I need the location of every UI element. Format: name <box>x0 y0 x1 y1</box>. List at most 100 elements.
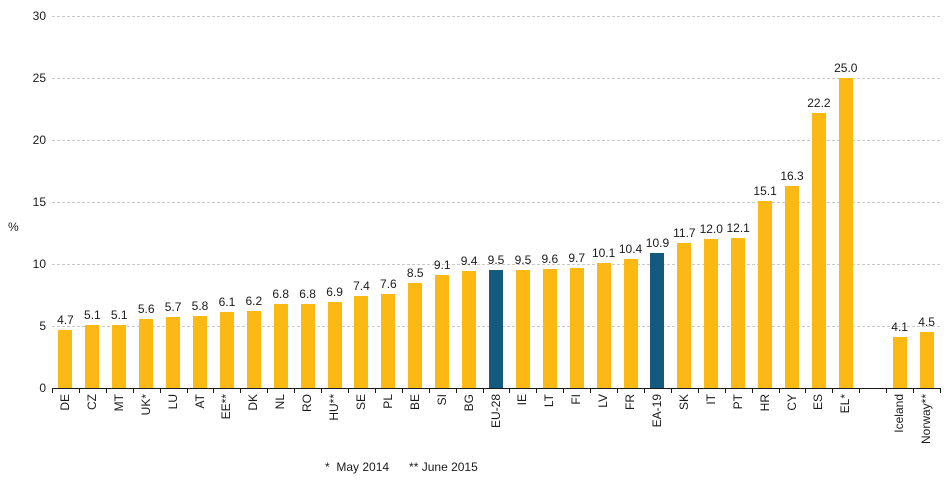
bar-value-label: 9.7 <box>568 250 586 265</box>
bar-value-label: 5.6 <box>137 301 155 316</box>
x-axis-label: DK <box>246 394 261 411</box>
x-axis-tick <box>832 388 834 393</box>
bar-value-label: 8.5 <box>406 265 424 280</box>
bar-EE** <box>219 312 234 388</box>
bar-value-label: 5.1 <box>110 307 128 322</box>
bar-value-label: 4.1 <box>891 320 908 335</box>
bar-IT <box>704 239 719 388</box>
x-axis-tick <box>509 388 511 393</box>
bar-FI <box>569 267 584 388</box>
bar-value-label: 6.9 <box>326 285 343 300</box>
x-axis-tick <box>52 388 53 393</box>
x-axis-label: EA-19 <box>649 394 664 428</box>
x-axis-tick <box>401 388 403 393</box>
bar-PT <box>731 237 746 388</box>
x-axis-label: PL <box>380 394 395 409</box>
x-axis-tick <box>724 388 726 393</box>
bar-SE <box>354 296 369 388</box>
x-axis-tick <box>240 388 242 393</box>
x-axis-tick <box>859 388 861 393</box>
x-axis-label: BE <box>407 394 422 411</box>
y-axis-tick-label: 10 <box>32 257 46 271</box>
bar-value-label: 10.9 <box>645 235 670 250</box>
x-axis-tick <box>186 388 188 393</box>
x-axis-tick <box>697 388 699 393</box>
bar-UK* <box>139 318 154 388</box>
y-axis-tick-label: 30 <box>32 9 46 23</box>
y-axis-tick-label: 15 <box>32 195 46 209</box>
bar-value-label: 9.5 <box>514 253 532 268</box>
x-axis-label: ES <box>811 394 826 411</box>
bar-value-label: 9.6 <box>541 251 559 266</box>
bar-value-label: 25.0 <box>834 61 858 75</box>
bar-value-label: 12.1 <box>726 220 750 235</box>
x-axis-label: HU** <box>327 394 342 421</box>
y-axis-tick-label: 5 <box>39 319 46 333</box>
x-axis-tick <box>886 388 888 393</box>
x-axis-label: SK <box>676 394 691 411</box>
bar-PL <box>381 293 396 388</box>
x-axis-label: NL <box>273 394 288 410</box>
x-axis-label: EU-28 <box>488 394 503 429</box>
bar-value-label: 9.5 <box>487 253 505 268</box>
bar-value-label: 10.4 <box>618 242 643 257</box>
x-axis-label: FI <box>569 394 584 405</box>
y-axis-tick-label: 25 <box>32 71 46 85</box>
gridline <box>52 16 940 17</box>
bar-LT <box>542 268 557 388</box>
x-axis-label: CY <box>784 394 799 411</box>
x-axis-label: RO <box>300 394 315 412</box>
x-axis-tick <box>563 388 565 393</box>
bar-value-label: 16.3 <box>780 168 804 183</box>
x-axis-label: CZ <box>84 394 99 410</box>
x-axis-tick <box>78 388 80 393</box>
gridline <box>52 202 940 203</box>
x-axis-tick <box>940 388 941 393</box>
bar-Iceland <box>892 337 907 388</box>
bar-value-label: 7.6 <box>380 276 397 291</box>
bar-AT <box>193 316 207 388</box>
footnote-may-2014: * May 2014 <box>325 460 390 474</box>
x-axis-label: Norway** <box>919 394 934 445</box>
bar-ES <box>811 112 826 388</box>
x-axis-tick <box>428 388 430 393</box>
bar-SK <box>677 242 692 388</box>
x-axis-tick <box>536 388 538 393</box>
bar-HU** <box>327 302 342 388</box>
bar-value-label: 22.2 <box>807 95 831 110</box>
bar-value-label: 5.1 <box>84 307 101 322</box>
footnote-june-2015: ** June 2015 <box>409 460 478 474</box>
x-axis-tick <box>159 388 161 393</box>
bar-value-label: 15.1 <box>753 183 777 198</box>
x-axis-tick <box>348 388 349 393</box>
gridline <box>52 264 940 265</box>
bar-SI <box>435 275 450 388</box>
bar-FR <box>623 259 638 388</box>
x-axis-tick <box>778 388 780 393</box>
y-axis-tick-label: 20 <box>32 133 46 147</box>
x-axis-label: HR <box>757 394 772 412</box>
bar-BG <box>462 271 477 388</box>
gridline <box>52 78 940 79</box>
bar-IE <box>515 270 530 388</box>
x-axis-label: LT <box>542 394 557 408</box>
bar-MT <box>112 324 127 388</box>
x-axis-label: IT <box>703 394 718 405</box>
bar-LV <box>596 262 611 388</box>
x-axis-label: IE <box>515 394 530 406</box>
x-axis-label: UK* <box>138 394 153 416</box>
bar-HR <box>758 200 773 388</box>
bar-value-label: 5.7 <box>164 300 182 315</box>
bar-value-label: 6.8 <box>272 286 290 301</box>
bar-BE <box>408 282 423 388</box>
bar-value-label: 11.7 <box>673 225 696 240</box>
x-axis-tick <box>213 388 215 393</box>
x-axis-label: PT <box>730 394 745 410</box>
x-axis-label: Iceland <box>892 394 907 433</box>
x-axis-tick <box>105 388 107 393</box>
bar-LU <box>166 317 181 388</box>
bar-EL* <box>838 78 853 388</box>
x-axis-line <box>52 388 940 389</box>
x-axis-label: LU <box>165 394 180 410</box>
